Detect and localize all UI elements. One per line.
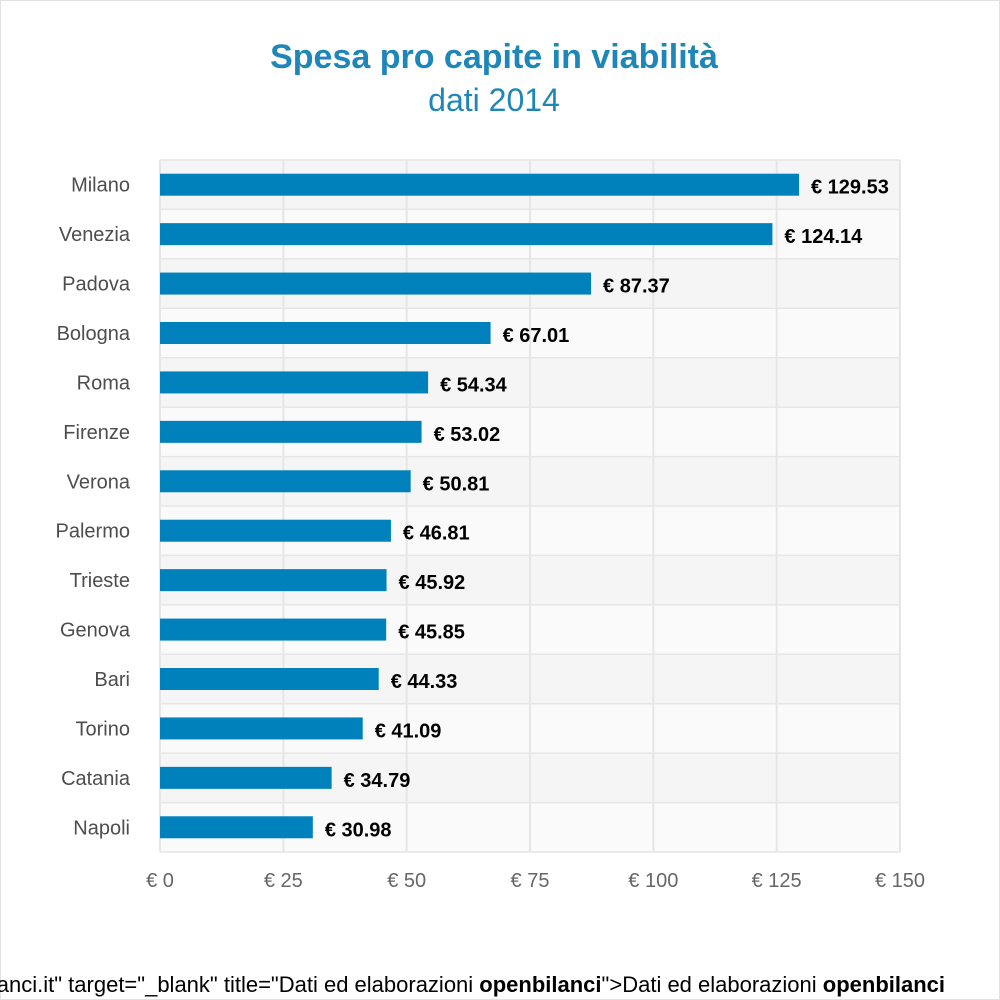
value-label: € 87.37 [603,276,670,298]
category-label: Genova [60,620,131,642]
bar [160,322,491,344]
value-label: € 54.34 [440,374,508,396]
category-label: Catania [61,768,131,790]
category-label: Firenze [63,422,130,444]
value-label: € 34.79 [344,770,411,792]
x-tick-label: € 75 [511,870,550,892]
x-tick-label: € 100 [628,870,678,892]
category-label: Trieste [70,570,130,592]
bar [160,272,592,295]
footer-text-1: ilanci.it" target="_blank" title="Dati e… [0,972,480,997]
bar [160,371,429,394]
bar [160,173,800,196]
chart-title: Spesa pro capite in viabilità [270,38,718,76]
category-label: Napoli [73,817,130,839]
bar [160,420,422,443]
category-label: Verona [67,471,131,493]
x-tick-label: € 50 [387,870,426,892]
category-label: Roma [77,372,131,394]
category-label: Palermo [56,521,130,543]
x-tick-label: € 0 [146,870,174,892]
footer-brand-2: openbilanci [822,972,946,997]
value-label: € 53.02 [434,424,501,446]
value-label: € 124.14 [784,226,863,248]
value-label: € 45.85 [398,622,465,644]
bar [160,569,387,592]
bar [160,766,332,789]
footer-text-2: ">Dati ed elaborazioni [601,972,823,997]
category-label: Torino [76,718,130,740]
footer-brand-1: openbilanci [479,972,602,997]
bar [160,816,313,839]
bar [160,618,387,641]
value-label: € 46.81 [403,523,470,545]
chart-subtitle: dati 2014 [428,82,560,118]
x-tick-label: € 125 [752,870,802,892]
value-label: € 41.09 [375,720,442,742]
category-label: Padova [62,274,131,296]
category-label: Bologna [57,323,131,345]
value-label: € 67.01 [503,325,570,347]
x-tick-label: € 150 [875,870,925,892]
value-label: € 129.53 [811,177,889,199]
bar [160,717,363,740]
bar [160,223,773,246]
bar [160,668,379,690]
value-label: € 45.92 [399,572,466,594]
value-label: € 30.98 [325,819,392,841]
bar [160,470,411,493]
value-label: € 50.81 [423,473,490,495]
category-label: Bari [94,669,130,691]
category-label: Milano [71,175,130,197]
category-label: Venezia [59,224,131,246]
bar [160,519,391,542]
x-tick-label: € 25 [264,870,303,892]
value-label: € 44.33 [391,671,458,693]
footer-source: ilanci.it" target="_blank" title="Dati e… [0,972,1000,1000]
